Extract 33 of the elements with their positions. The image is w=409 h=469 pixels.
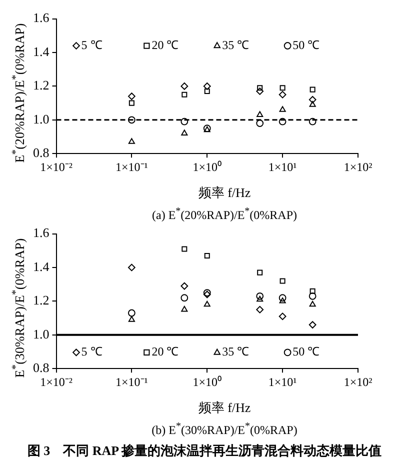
y-tick-label: 1.0: [33, 111, 50, 126]
x-axis-title: 频率 f/Hz: [197, 399, 252, 417]
y-tick-label: 0.8: [33, 145, 50, 160]
x-tick-label: 1×10⁻²: [40, 374, 73, 389]
legend-label: 5 ℃: [81, 344, 102, 359]
legend-label: 35 ℃: [222, 344, 250, 359]
y-tick-label: 1.4: [33, 44, 50, 59]
x-tick-label: 1×10⁰: [192, 160, 222, 174]
x-tick-label: 1×10⁻¹: [116, 374, 148, 389]
x-tick-label: 1×10⁰: [192, 374, 222, 389]
text: (b) E$^{*}$(30%RAP)/E$^{*}$(0%RAP): [150, 421, 298, 438]
caption: 图 3 不同 RAP 掺量的泡沫温拌再生沥青混合料动态模量比值: [26, 442, 383, 460]
y-tick-label: 1.6: [33, 225, 50, 240]
y-tick-label: 1.4: [33, 258, 50, 274]
y-tick-label: 1.2: [33, 292, 50, 308]
legend-label: 50 ℃: [292, 38, 320, 52]
y-tick-label: 1.6: [33, 10, 50, 26]
x-tick-label: 1×10¹: [268, 160, 298, 174]
y-tick-label: 1.0: [33, 326, 50, 342]
x-tick-label: 1×10⁻²: [40, 160, 73, 174]
text: (a) E$^{*}$(20%RAP)/E$^{*}$(0%RAP): [151, 206, 298, 223]
legend-label: 20 ℃: [152, 38, 179, 52]
legend-label: 35 ℃: [222, 38, 250, 52]
legend-label: 5 ℃: [81, 38, 102, 52]
x-tick-label: 1×10²: [344, 160, 373, 174]
legend-label: 50 ℃: [292, 344, 320, 359]
x-tick-label: 1×10²: [344, 374, 373, 389]
x-axis-title: 频率 f/Hz: [197, 184, 252, 202]
x-tick-label: 1×10⁻¹: [116, 160, 148, 174]
y-tick-label: 0.8: [33, 360, 50, 376]
x-tick-label: 1×10¹: [268, 374, 298, 389]
y-tick-label: 1.2: [33, 78, 50, 93]
legend-label: 20 ℃: [152, 344, 179, 359]
